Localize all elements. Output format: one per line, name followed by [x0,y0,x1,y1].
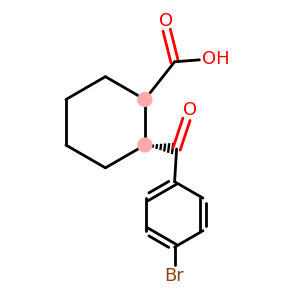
Text: Br: Br [165,267,184,285]
Text: O: O [159,12,173,30]
Circle shape [138,92,152,106]
Circle shape [138,138,152,152]
Text: O: O [183,101,197,119]
Text: OH: OH [202,50,230,68]
